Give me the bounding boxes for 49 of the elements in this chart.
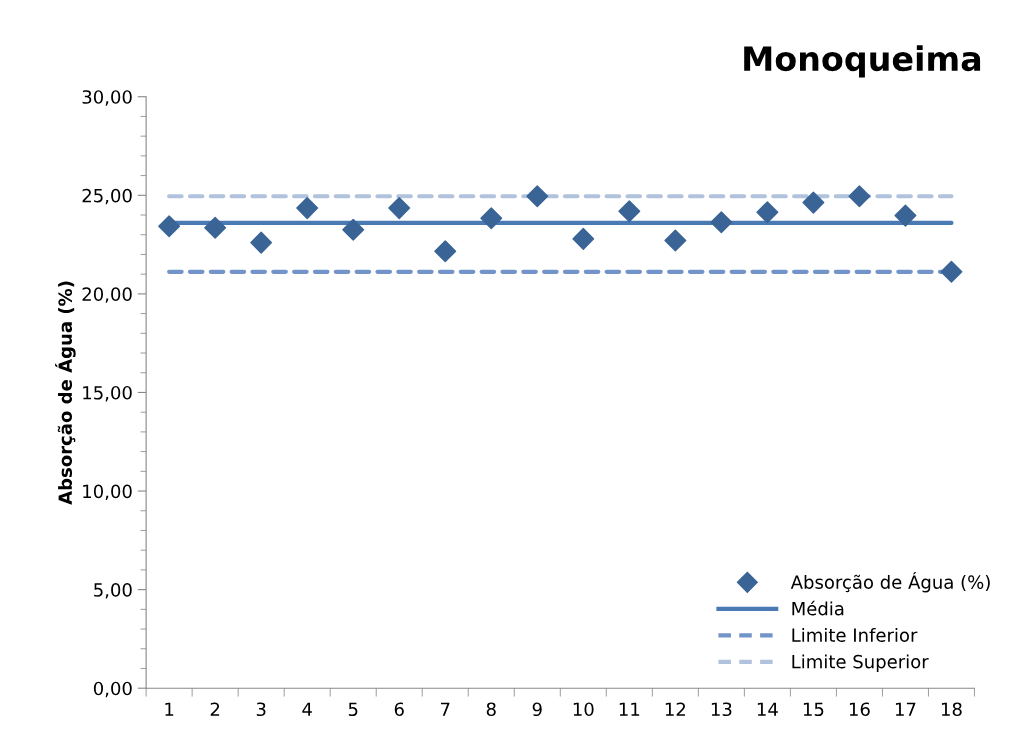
x-tick-label: 9: [532, 702, 542, 717]
point: [572, 227, 595, 250]
x-tick-label: 18: [941, 702, 962, 717]
point: [710, 211, 733, 234]
point: [664, 229, 687, 252]
point: [802, 191, 825, 214]
y-axis-title: Absorção de Água (%): [55, 281, 76, 505]
point: [618, 200, 641, 223]
x-tick-label: 13: [711, 702, 732, 717]
y-tick-label: 30,00: [82, 90, 132, 106]
x-tick-label: 17: [895, 702, 916, 716]
y-tick-label: 25,00: [82, 188, 132, 205]
legend-label: Limite Superior: [792, 654, 929, 672]
point: [434, 240, 457, 263]
x-tick-label: 3: [256, 702, 266, 717]
point: [940, 260, 963, 283]
x-tick-label: 12: [665, 702, 686, 716]
point: [250, 231, 273, 254]
x-tick-label: 10: [573, 702, 594, 717]
x-tick-label: 6: [394, 702, 404, 717]
x-tick-label: 4: [302, 702, 312, 716]
x-tick-label: 2: [210, 702, 220, 716]
x-tick-label: 11: [619, 702, 640, 716]
point: [756, 201, 779, 224]
y-tick-label: 15,00: [83, 385, 132, 402]
x-tick-label: 5: [348, 702, 358, 717]
legend-label: Limite Inferior: [792, 627, 918, 642]
x-tick-label: 1: [165, 702, 174, 716]
x-tick-label: 16: [849, 702, 870, 717]
legend-label: Absorção de Água (%): [790, 571, 990, 593]
chart-title: Monoqueima: [744, 45, 981, 78]
point: [480, 207, 503, 230]
y-tick-label: 20,00: [82, 287, 132, 303]
point: [296, 197, 319, 220]
legend-label: Média: [792, 600, 844, 616]
point: [894, 204, 917, 227]
x-tick-label: 8: [486, 702, 496, 717]
y-tick-label: 0,00: [93, 681, 132, 698]
x-tick-label: 15: [803, 702, 824, 717]
point: [204, 216, 227, 239]
x-tick-label: 7: [440, 702, 450, 716]
y-tick-label: 10,00: [83, 484, 132, 500]
point: [526, 185, 549, 208]
point: [158, 215, 181, 238]
point: [848, 185, 871, 208]
x-tick-label: 14: [757, 702, 778, 716]
point: [342, 218, 365, 241]
y-tick-label: 5,00: [94, 583, 132, 599]
point: [388, 197, 411, 220]
